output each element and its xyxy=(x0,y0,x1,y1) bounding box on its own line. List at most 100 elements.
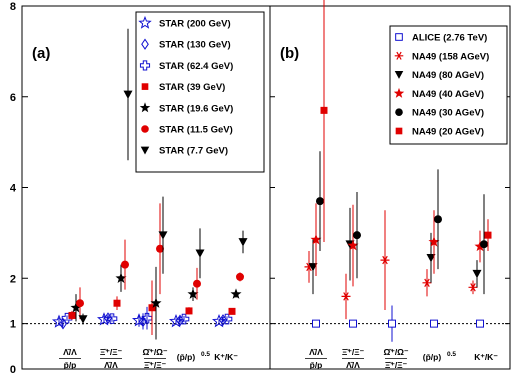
legend-marker xyxy=(395,108,403,116)
x-category-denominator: p̄/p xyxy=(64,360,77,370)
x-category-label: (p̄/p) xyxy=(423,352,442,362)
legend-entry: STAR (19.6 GeV) xyxy=(159,103,233,114)
legend-entry: STAR (62.4 GeV) xyxy=(159,61,233,72)
data-point xyxy=(426,254,436,263)
data-point xyxy=(195,249,205,258)
data-point xyxy=(428,236,440,247)
data-point xyxy=(156,244,164,253)
data-point xyxy=(106,313,118,324)
data-point xyxy=(316,197,324,206)
data-point xyxy=(158,231,168,240)
y-tick-label: 2 xyxy=(10,273,16,285)
data-point xyxy=(236,272,244,281)
data-point xyxy=(150,297,162,308)
panel-a-label: (a) xyxy=(32,45,50,62)
legend-marker xyxy=(394,70,404,79)
x-category-numerator: Λ̄/Λ xyxy=(63,347,77,357)
legend-entry: STAR (7.7 GeV) xyxy=(159,146,228,157)
data-point xyxy=(68,311,76,319)
data-point xyxy=(121,260,129,269)
data-point xyxy=(484,231,492,239)
y-tick-label: 6 xyxy=(10,92,16,104)
data-point xyxy=(310,233,322,245)
y-tick-label: 4 xyxy=(10,183,17,195)
data-point xyxy=(218,314,228,326)
data-point xyxy=(76,299,84,308)
data-point xyxy=(320,106,328,114)
y-tick-label: 8 xyxy=(10,1,16,13)
data-point xyxy=(341,292,351,301)
data-point xyxy=(230,288,242,299)
legend-marker xyxy=(140,146,150,155)
legend-box xyxy=(135,11,265,173)
x-category-denominator: Ξ̄⁺/Ξ⁻ xyxy=(144,360,167,370)
legend-entry: STAR (39 GeV) xyxy=(159,82,225,93)
y-tick-label: 1 xyxy=(10,319,16,331)
x-category-denominator: Ξ̄⁺/Ξ⁻ xyxy=(385,360,408,370)
data-point xyxy=(480,240,488,249)
data-point xyxy=(434,215,442,224)
data-point xyxy=(70,301,82,313)
data-point xyxy=(221,313,233,325)
legend-marker xyxy=(393,87,405,98)
legend-entry: STAR (11.5 GeV) xyxy=(159,125,233,136)
data-point xyxy=(78,315,88,324)
data-point xyxy=(185,307,193,315)
data-point xyxy=(476,319,484,328)
legend-entry: NA49 (80 AGeV) xyxy=(412,70,484,81)
legend-marker xyxy=(139,102,151,113)
legend-entry: STAR (200 GeV) xyxy=(159,19,231,30)
data-point xyxy=(141,312,153,324)
x-category-numerator: Ω̄⁺/Ω⁻ xyxy=(143,347,168,357)
x-category-exponent: 0.5 xyxy=(201,351,210,358)
legend-marker xyxy=(394,51,404,60)
data-point xyxy=(380,255,390,265)
data-point xyxy=(228,307,236,315)
data-point xyxy=(123,90,133,99)
x-category-numerator: Ξ̄⁺/Ξ⁻ xyxy=(342,347,365,357)
data-point xyxy=(388,319,396,328)
legend-entry: NA49 (158 AGeV) xyxy=(412,51,489,62)
legend-box xyxy=(389,25,508,145)
legend-marker xyxy=(141,38,149,50)
x-category-denominator: p̄/p xyxy=(310,360,323,370)
data-point xyxy=(113,299,121,307)
data-point xyxy=(238,238,248,247)
x-category-denominator: Λ̄/Λ xyxy=(346,360,360,370)
data-point xyxy=(175,314,185,327)
y-tick-label: 0 xyxy=(10,364,16,376)
data-point xyxy=(148,304,156,312)
x-category-denominator: Λ̄/Λ xyxy=(104,360,118,370)
legend-marker xyxy=(141,125,149,133)
data-point xyxy=(468,283,478,292)
data-point xyxy=(187,288,199,299)
legend-marker xyxy=(138,15,152,29)
data-point xyxy=(347,239,359,251)
legend-entry: ALICE (2.76 TeV) xyxy=(412,33,487,44)
x-category-numerator: Λ̄/Λ xyxy=(309,347,323,357)
x-category-numerator: Ω̄⁺/Ω⁻ xyxy=(384,347,409,357)
data-point xyxy=(312,319,320,328)
data-point xyxy=(474,240,486,252)
data-point xyxy=(193,279,201,288)
legend-marker xyxy=(395,127,403,135)
data-point xyxy=(472,269,482,279)
x-category-label: K⁺/K⁻ xyxy=(214,352,238,362)
x-category-label: (p̄/p) xyxy=(177,352,196,362)
x-category-label: K⁺/K⁻ xyxy=(474,352,498,362)
x-category-exponent: 0.5 xyxy=(447,351,456,358)
x-category-numerator: Ξ̄⁺/Ξ⁻ xyxy=(100,347,123,357)
data-point xyxy=(430,319,438,328)
data-point xyxy=(115,272,127,283)
data-point xyxy=(178,313,190,325)
data-point xyxy=(422,278,432,287)
legend-entry: STAR (130 GeV) xyxy=(159,40,231,51)
data-point xyxy=(308,263,318,272)
data-point xyxy=(349,319,357,328)
legend-entry: NA49 (30 AGeV) xyxy=(412,108,484,119)
legend-entry: NA49 (20 AGeV) xyxy=(412,127,484,138)
legend-marker xyxy=(395,33,403,41)
panel-b-label: (b) xyxy=(280,45,299,62)
legend-entry: NA49 (40 AGeV) xyxy=(412,89,484,100)
